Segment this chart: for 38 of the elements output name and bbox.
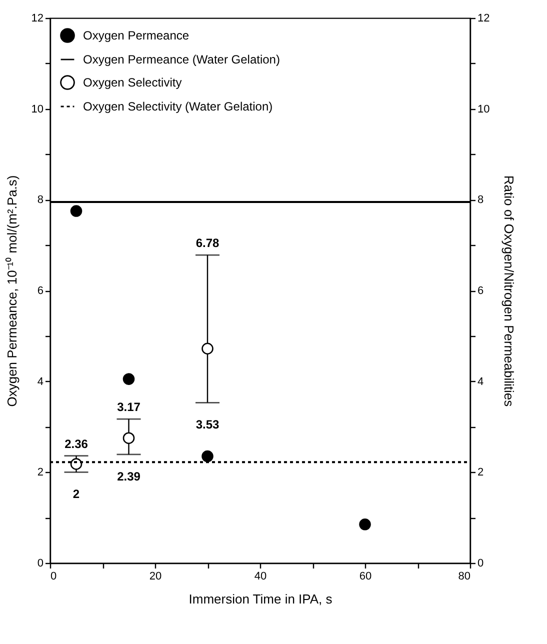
annotation: 3.17 [117, 400, 141, 414]
point [359, 518, 371, 530]
annotation: 3.53 [196, 418, 220, 432]
y-tick-label: 12 [31, 12, 44, 24]
annotation: 2.36 [64, 436, 88, 451]
point [202, 342, 214, 355]
y2-tick-label: 0 [478, 558, 484, 570]
legend-label: Oxygen Selectivity (Water Gelation) [83, 100, 273, 114]
y2-tick-label: 4 [478, 376, 484, 388]
x-tick-label: 0 [50, 570, 57, 582]
y-tick-label: 8 [37, 194, 44, 206]
x-tick-label: 60 [359, 570, 372, 582]
legend-label: Oxygen Permeance (Water Gelation) [83, 52, 280, 66]
annotation: 2.39 [117, 469, 141, 484]
point [202, 450, 214, 462]
legend-label: Oxygen Selectivity [83, 76, 182, 90]
annotation: 6.78 [196, 236, 220, 250]
y-tick-label: 4 [37, 376, 44, 388]
y-tick-label: 2 [37, 466, 44, 479]
point [70, 205, 82, 217]
y-tick-label: 10 [31, 103, 44, 116]
point [122, 373, 135, 385]
x-tick-label: 40 [254, 570, 267, 582]
point [122, 432, 135, 444]
y2-tick-label: 2 [478, 466, 484, 479]
x-axis-title: Immersion Time in IPA, s [188, 592, 333, 606]
y2-tick-label: 10 [478, 103, 490, 116]
y2-tick-label: 8 [478, 194, 484, 206]
x-tick-label: 20 [149, 570, 162, 582]
y-axis-title: Oxygen Permeance, 10⁻¹⁰ mol/(m².Pa.s) [4, 175, 20, 407]
annotation: 2 [72, 487, 80, 502]
x-tick-label: 80 [458, 570, 470, 582]
y2-tick-label: 6 [478, 285, 484, 297]
y2-tick-label: 12 [478, 12, 490, 24]
y-tick-label: 0 [37, 558, 44, 570]
legend-label: Oxygen Permeance [83, 28, 190, 42]
y2-axis-title: Ratio of Oxygen/Nitrogen Permeabilities [502, 175, 517, 408]
y-tick-label: 6 [37, 285, 44, 297]
